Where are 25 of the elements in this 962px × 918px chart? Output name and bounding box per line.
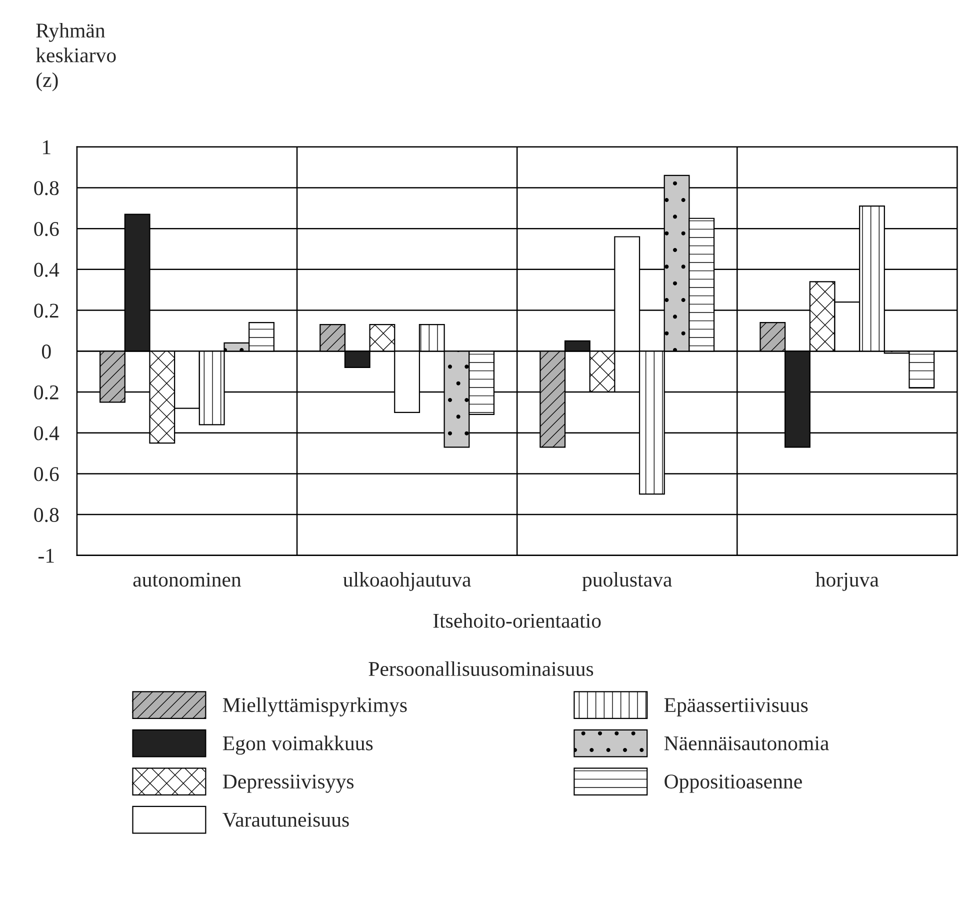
y-tick-label: 0.6 [34,467,59,482]
y-tick-label: 0 [42,344,51,359]
legend-label: Näennäisautonomia [664,736,829,750]
y-tick-label: 0.2 [34,304,58,318]
legend-title: Persoonallisuusominaisuus [368,661,594,676]
y-tick-label: 1 [43,140,50,154]
y-tick-label: 0.8 [34,508,59,522]
y-tick-label: 0.4 [34,262,60,277]
legend-label: Varautuneisuus [222,812,349,827]
x-tick-label: horjuva [816,572,879,591]
legend-label: Miellyttämispyrkimys [222,697,407,716]
x-axis-title: Itsehoito-orientaatio [433,613,601,628]
legend-label: Depressiivisyys [222,774,354,793]
legend-label: Egon voimakkuus [222,736,373,755]
x-tick-label: ulkoaohjautuva [343,572,471,591]
y-tick-label: 0.4 [34,426,60,440]
y-axis-title: Ryhmän keskiarvo (z) [36,22,116,92]
y-tick-label: 0.6 [34,222,59,236]
x-tick-label: autonominen [133,572,242,587]
x-tick-label: puolustava [582,572,672,591]
y-tick-label: -1 [38,548,54,563]
y-tick-label: 0.2 [34,385,58,400]
legend-label: Epäassertiivisuus [664,698,808,716]
y-tick-label: 0.8 [34,181,59,196]
legend-label: Oppositioasenne [664,774,802,793]
